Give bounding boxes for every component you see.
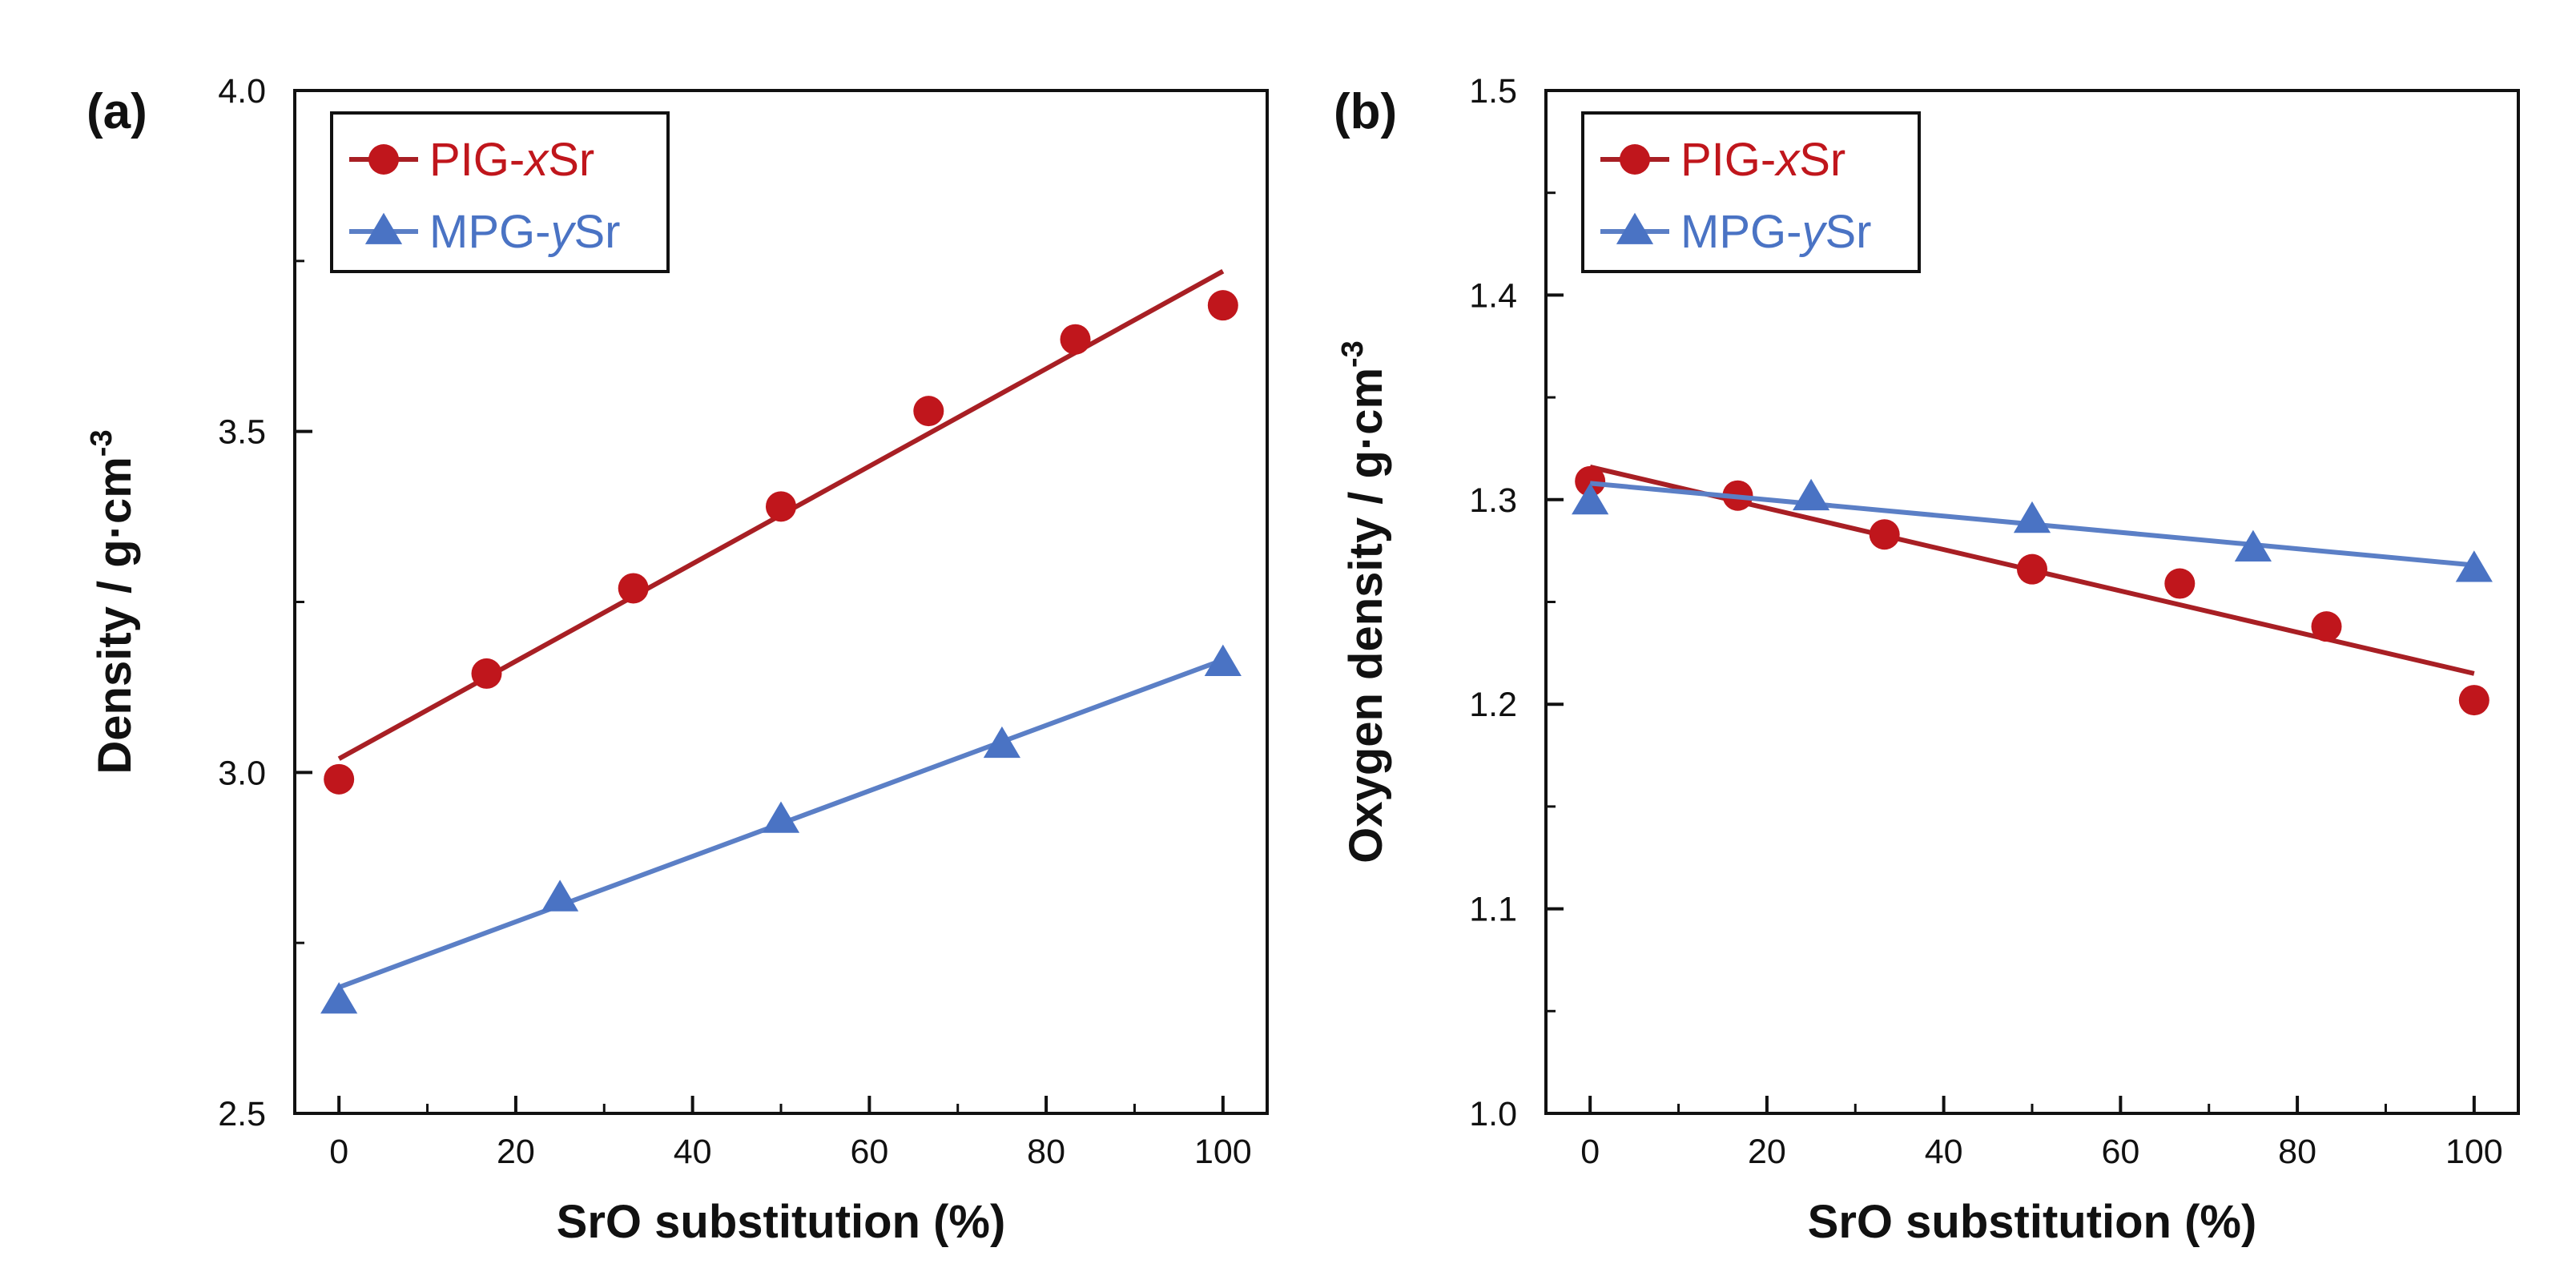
x-tick-label: 0 [329,1133,348,1171]
legend-text-part: PIG- [429,134,525,186]
y-tick-label: 1.4 [1469,276,1517,315]
panel-a: (a) 0 20 40 60 80 100 2.5 3.0 3.5 4.0 SrO substitut… [85,72,1269,1248]
y-tick-label: 1.1 [1469,891,1517,929]
data-point-PIG-xSr [1575,465,1606,497]
legend-text-part: Sr [1825,206,1871,258]
x-axis-title: SrO substitution (%) [557,1196,1006,1248]
legend-text-part: MPG- [1680,206,1801,258]
legend-text-part: x [522,134,549,186]
legend-text-part: Sr [574,206,620,258]
data-point-PIG-xSr [1207,290,1238,321]
data-point-MPG-ySr [2234,529,2272,561]
data-point-PIG-xSr [2164,568,2196,599]
y-axis-title-superscript: -3 [1336,340,1370,368]
x-tick-label: 60 [850,1133,888,1171]
x-tick-label: 0 [1580,1133,1600,1171]
data-point-PIG-xSr [2311,611,2342,642]
legend-text-part: Sr [1799,134,1845,186]
y-tick-label: 3.0 [218,754,266,792]
y-tick-label: 1.0 [1469,1095,1517,1133]
legend-text-part: y [547,206,576,258]
data-point-MPG-ySr [983,726,1021,759]
legend-box [1581,111,1921,273]
legend-text-part: Sr [548,134,594,186]
legend-text-part: y [1798,206,1827,258]
y-tick-label: 3.5 [218,413,266,452]
data-point-PIG-xSr [2017,553,2047,585]
data-point-MPG-ySr [1572,482,1609,515]
data-point-MPG-ySr [1204,644,1242,676]
legend-entry-PIG-xSr: PIG-xSr [429,134,594,186]
x-tick-label: 20 [497,1133,535,1171]
data-point-PIG-xSr [618,573,649,604]
x-tick-label: 40 [1925,1133,1963,1171]
x-tick-label: 40 [674,1133,712,1171]
y-axis-title: Density / g·cm-3 [85,429,141,774]
x-tick-label: 60 [2101,1133,2139,1171]
legend-entry-MPG-ySr: MPG-ySr [429,206,620,258]
y-axis-title-text: Density / g·cm [89,457,141,774]
data-point-PIG-xSr [913,396,944,427]
panel-b: (b) 0 20 40 60 80 100 1.0 1.1 1.2 1.3 1.4 1.5 SrO sub… [1334,72,2520,1248]
data-point-PIG-xSr [1060,324,1091,355]
data-point-PIG-xSr [1869,519,1900,550]
legend-text-part: x [1773,134,1801,186]
data-point-MPG-ySr [320,982,358,1014]
x-tick-label: 100 [2445,1133,2503,1171]
x-tick-label: 100 [1194,1133,1252,1171]
data-point-MPG-ySr [2455,550,2493,582]
data-point-MPG-ySr [1792,478,1830,511]
legend-marker-PIG-xSr [368,144,399,175]
x-tick-label: 20 [1748,1133,1786,1171]
x-tick-label: 80 [1027,1133,1065,1171]
y-tick-label: 4.0 [218,72,266,111]
legend-box [330,111,670,273]
data-point-MPG-ySr [762,801,800,833]
data-point-MPG-ySr [2013,501,2051,533]
y-tick-label: 1.5 [1469,72,1517,111]
data-point-PIG-xSr [766,491,796,522]
x-axis-title: SrO substitution (%) [1808,1196,2257,1248]
data-point-PIG-xSr [2458,685,2489,716]
panel-label: (b) [1334,84,1397,139]
y-tick-label: 1.2 [1469,686,1517,724]
data-point-MPG-ySr [541,879,579,912]
legend-marker-MPG-ySr [364,212,403,244]
legend-text-part: MPG- [429,206,550,258]
x-tick-label: 80 [2278,1133,2316,1171]
legend-entry-PIG-xSr: PIG-xSr [1680,134,1845,186]
y-axis-title: Oxygen density / g·cm-3 [1336,340,1392,863]
legend-text-part: PIG- [1680,134,1776,186]
y-axis-title-text: Oxygen density / g·cm [1340,368,1392,863]
legend-entry-MPG-ySr: MPG-ySr [1680,206,1871,258]
y-tick-label: 1.3 [1469,481,1517,520]
panel-label: (a) [87,84,147,139]
data-point-PIG-xSr [471,658,502,689]
y-tick-label: 2.5 [218,1095,266,1133]
data-point-PIG-xSr [324,763,355,795]
y-axis-title-superscript: -3 [85,429,119,457]
legend-marker-PIG-xSr [1620,144,1650,175]
legend-marker-MPG-ySr [1616,212,1654,244]
